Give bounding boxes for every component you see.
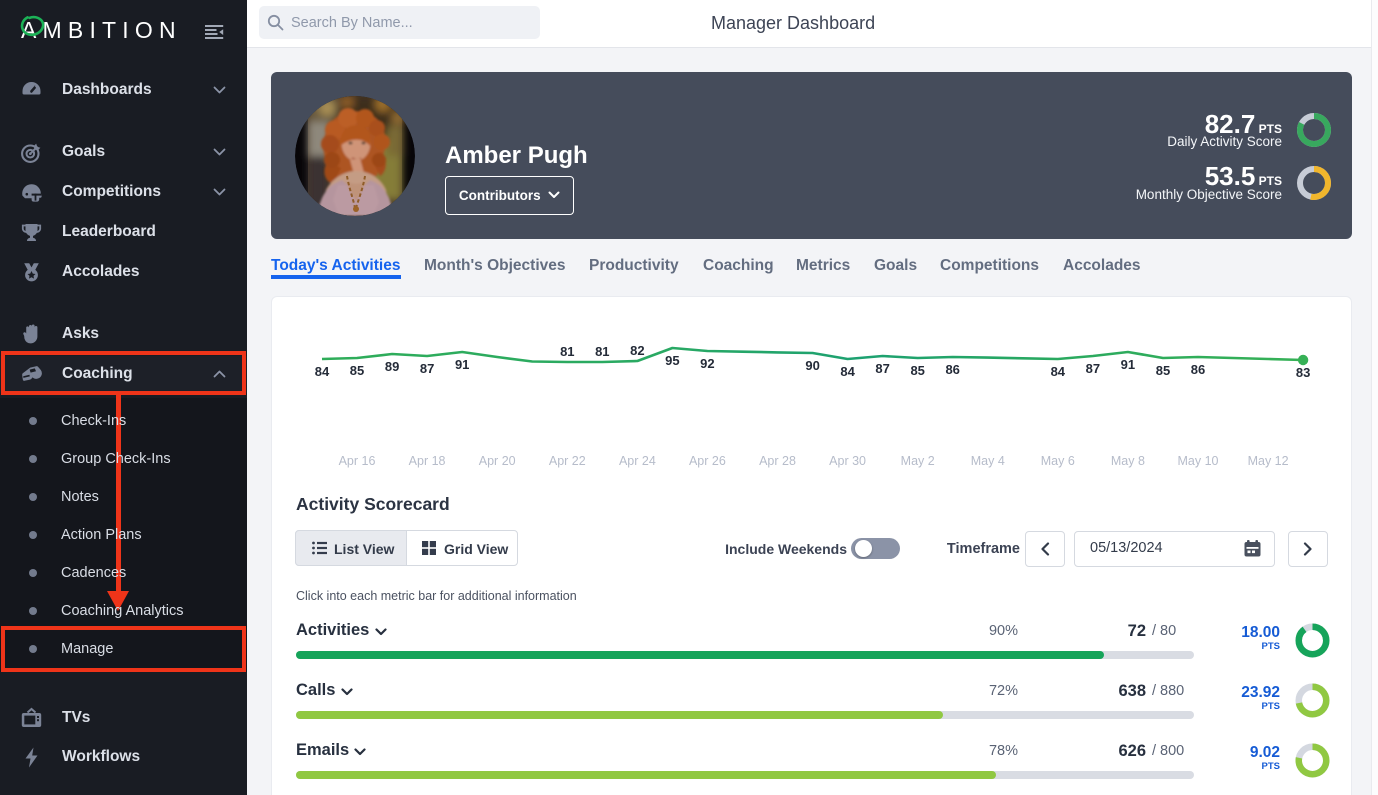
svg-text:87: 87 [420, 361, 434, 376]
svg-text:Apr 18: Apr 18 [409, 454, 446, 468]
svg-text:84: 84 [315, 364, 330, 379]
svg-text:May 4: May 4 [971, 454, 1005, 468]
svg-text:Apr 26: Apr 26 [689, 454, 726, 468]
svg-text:95: 95 [665, 353, 679, 368]
svg-text:Apr 28: Apr 28 [759, 454, 796, 468]
svg-text:May 12: May 12 [1248, 454, 1289, 468]
svg-text:85: 85 [350, 363, 364, 378]
svg-text:82: 82 [630, 343, 644, 358]
svg-text:84: 84 [1051, 364, 1066, 379]
svg-text:85: 85 [1156, 363, 1170, 378]
svg-text:87: 87 [1086, 361, 1100, 376]
svg-text:91: 91 [455, 357, 469, 372]
svg-text:81: 81 [595, 344, 609, 359]
svg-text:May 10: May 10 [1178, 454, 1219, 468]
svg-text:86: 86 [1191, 362, 1205, 377]
svg-text:85: 85 [910, 363, 924, 378]
svg-text:Apr 24: Apr 24 [619, 454, 656, 468]
svg-text:87: 87 [875, 361, 889, 376]
svg-text:May 2: May 2 [901, 454, 935, 468]
svg-text:91: 91 [1121, 357, 1135, 372]
svg-text:90: 90 [805, 358, 819, 373]
svg-text:Apr 22: Apr 22 [549, 454, 586, 468]
svg-text:89: 89 [385, 359, 399, 374]
svg-text:May 6: May 6 [1041, 454, 1075, 468]
svg-text:84: 84 [840, 364, 855, 379]
svg-text:81: 81 [560, 344, 574, 359]
svg-text:Apr 20: Apr 20 [479, 454, 516, 468]
svg-text:Apr 16: Apr 16 [339, 454, 376, 468]
svg-text:83: 83 [1296, 365, 1310, 380]
svg-text:86: 86 [945, 362, 959, 377]
svg-text:92: 92 [700, 356, 714, 371]
svg-text:May 8: May 8 [1111, 454, 1145, 468]
svg-text:Apr 30: Apr 30 [829, 454, 866, 468]
